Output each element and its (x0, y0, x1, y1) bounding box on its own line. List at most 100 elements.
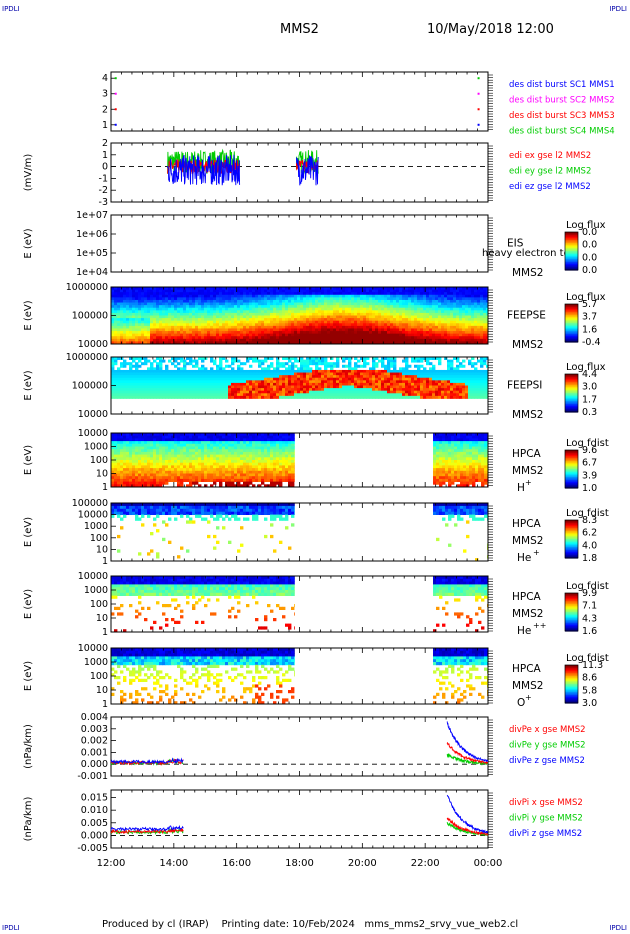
feepsi-spectrogram-cell (387, 380, 391, 384)
feepse-spectrogram-cell (135, 323, 139, 327)
feepse-spectrogram-cell (303, 302, 307, 306)
feepse-spectrogram-cell (354, 320, 358, 324)
feepse-spectrogram-cell (384, 325, 388, 329)
feepse-spectrogram-cell (321, 289, 325, 293)
feepsi-spectrogram-cell (297, 382, 301, 386)
feepsi-spectrogram-cell (288, 390, 292, 394)
feepse-spectrogram-cell (297, 292, 301, 296)
feepsi-spectrogram-cell (201, 382, 205, 386)
feepse-spectrogram-cell (330, 331, 334, 335)
feepsi-spectrogram-cell (363, 388, 367, 392)
feepse-spectrogram-cell (309, 323, 313, 327)
feepse-spectrogram-cell (231, 310, 235, 314)
feepse-spectrogram-cell (465, 331, 469, 335)
feepse-spectrogram-cell (195, 331, 199, 335)
feepsi-spectrogram-cell (258, 359, 262, 363)
feepse-spectrogram-cell (297, 318, 301, 322)
feepsi-spectrogram-cell (141, 390, 145, 394)
feepse-spectrogram-cell (180, 315, 184, 319)
feepse-spectrogram-cell (357, 312, 361, 316)
feepse-spectrogram-cell (216, 331, 220, 335)
feepse-spectrogram-cell (417, 331, 421, 335)
feepse-colorbar-cell (565, 334, 578, 337)
feepsi-spectrogram-cell (471, 388, 475, 392)
feepsi-spectrogram-cell (324, 357, 328, 360)
feepsi-spectrogram-cell (207, 377, 211, 381)
feepse-spectrogram-cell (483, 338, 487, 342)
feepse-spectrogram-cell (342, 341, 346, 345)
feepsi-spectrogram-cell (411, 390, 415, 394)
feepse-spectrogram-cell (129, 341, 133, 345)
feepse-spectrogram-cell (480, 331, 484, 335)
feepse-spectrogram-cell (132, 333, 136, 337)
feepse-spectrogram-cell (417, 302, 421, 306)
feepsi-spectrogram-cell (450, 395, 454, 399)
feepse-spectrogram-cell (216, 307, 220, 311)
feepse-spectrogram-cell (345, 336, 349, 340)
feepse-spectrogram-cell (291, 315, 295, 319)
feepsi-spectrogram-cell (339, 377, 343, 381)
feepsi-spectrogram-cell (222, 395, 226, 399)
feepse-spectrogram-cell (381, 341, 385, 345)
feepsi-spectrogram-cell (366, 369, 370, 373)
feepse-spectrogram-cell (111, 333, 115, 337)
feepse-spectrogram-cell (261, 325, 265, 329)
feepse-spectrogram-cell (126, 289, 130, 293)
feepsi-spectrogram-cell (312, 372, 316, 376)
feepse-spectrogram-cell (417, 305, 421, 309)
feepse-spectrogram-cell (216, 292, 220, 296)
feepsi-spectrogram-cell (318, 380, 322, 384)
feepse-spectrogram-cell (222, 325, 226, 329)
feepse-spectrogram-cell (291, 341, 295, 345)
feepse-spectrogram-cell (444, 310, 448, 314)
feepse-spectrogram-cell (171, 315, 175, 319)
feepse-spectrogram-cell (345, 287, 349, 290)
feepse-spectrogram-cell (432, 287, 436, 290)
feepse-spectrogram-cell (321, 325, 325, 329)
feepsi-spectrogram-cell (282, 395, 286, 399)
feepse-spectrogram-cell (411, 299, 415, 303)
feepsi-spectrogram-cell (285, 382, 289, 386)
feepsi-spectrogram-cell (417, 372, 421, 376)
feepsi-spectrogram-cell (168, 380, 172, 384)
feepse-spectrogram-cell (165, 310, 169, 314)
feepsi-spectrogram-cell (405, 367, 409, 371)
feepsi-spectrogram-cell (231, 367, 235, 371)
feepse-spectrogram-cell (309, 318, 313, 322)
feepse-spectrogram-cell (348, 297, 352, 301)
feepsi-spectrogram-cell (291, 388, 295, 392)
feepse-spectrogram-cell (171, 323, 175, 327)
feepsi-spectrogram-cell (117, 375, 121, 379)
feepse-spectrogram-cell (261, 331, 265, 335)
feepse-spectrogram-cell (459, 325, 463, 329)
feepsi-spectrogram-cell (432, 390, 436, 394)
feepsi-spectrogram-cell (387, 357, 391, 360)
feepsi-spectrogram-cell (333, 388, 337, 392)
feepse-spectrogram-cell (294, 305, 298, 309)
feepsi-spectrogram-cell (480, 359, 484, 363)
feepse-spectrogram-cell (174, 328, 178, 332)
feepse-spectrogram-cell (336, 338, 340, 342)
feepse-spectrogram-cell (300, 336, 304, 340)
feepse-spectrogram-cell (297, 312, 301, 316)
feepsi-spectrogram-cell (201, 367, 205, 371)
feepse-spectrogram-cell (408, 310, 412, 314)
feepsi-spectrogram-cell (423, 380, 427, 384)
feepse-spectrogram-cell (186, 333, 190, 337)
edi-ytick-label: -1 (99, 173, 108, 184)
feepse-spectrogram-cell (366, 338, 370, 342)
feepsi-spectrogram-cell (381, 377, 385, 381)
feepse-spectrogram-cell (153, 312, 157, 316)
feepsi-spectrogram-cell (114, 390, 118, 394)
feepsi-spectrogram-cell (462, 364, 466, 368)
feepsi-spectrogram-cell (180, 382, 184, 386)
feepse-spectrogram-cell (363, 297, 367, 301)
feepse-spectrogram-cell (399, 302, 403, 306)
feepse-spectrogram-cell (177, 338, 181, 342)
feepsi-spectrogram-cell (267, 377, 271, 381)
feepsi-spectrogram-cell (159, 380, 163, 384)
burst-point (477, 92, 480, 95)
feepse-spectrogram-cell (306, 333, 310, 337)
feepsi-spectrogram-cell (192, 369, 196, 373)
feepse-spectrogram-cell (285, 318, 289, 322)
